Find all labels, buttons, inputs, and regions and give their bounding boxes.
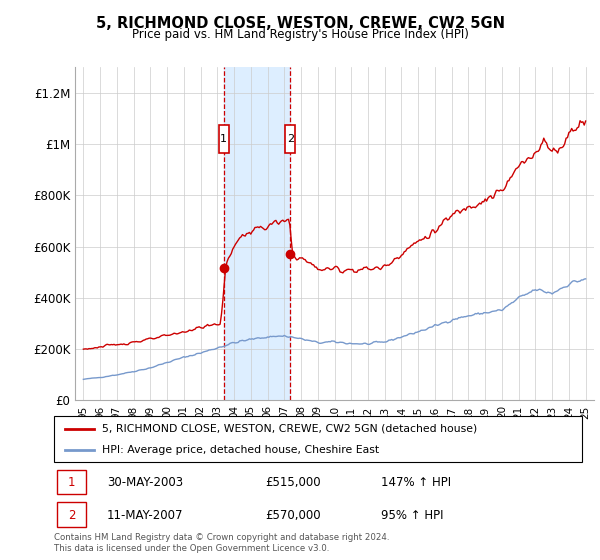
Text: Price paid vs. HM Land Registry's House Price Index (HPI): Price paid vs. HM Land Registry's House … <box>131 28 469 41</box>
FancyBboxPatch shape <box>56 502 86 526</box>
Text: 5, RICHMOND CLOSE, WESTON, CREWE, CW2 5GN: 5, RICHMOND CLOSE, WESTON, CREWE, CW2 5G… <box>95 16 505 31</box>
Text: 2: 2 <box>287 134 294 144</box>
Text: 1: 1 <box>68 477 75 489</box>
Text: 5, RICHMOND CLOSE, WESTON, CREWE, CW2 5GN (detached house): 5, RICHMOND CLOSE, WESTON, CREWE, CW2 5G… <box>101 424 477 434</box>
Text: Contains HM Land Registry data © Crown copyright and database right 2024.
This d: Contains HM Land Registry data © Crown c… <box>54 533 389 553</box>
FancyBboxPatch shape <box>56 470 86 494</box>
FancyBboxPatch shape <box>54 416 582 462</box>
Text: 147% ↑ HPI: 147% ↑ HPI <box>382 477 451 489</box>
Text: £515,000: £515,000 <box>265 477 321 489</box>
Text: 30-MAY-2003: 30-MAY-2003 <box>107 477 183 489</box>
Text: 1: 1 <box>220 134 227 144</box>
Text: 11-MAY-2007: 11-MAY-2007 <box>107 508 184 521</box>
Text: 2: 2 <box>68 508 75 521</box>
Text: 95% ↑ HPI: 95% ↑ HPI <box>382 508 444 521</box>
Bar <box>224 67 290 400</box>
Text: £570,000: £570,000 <box>265 508 321 521</box>
FancyBboxPatch shape <box>218 125 229 153</box>
FancyBboxPatch shape <box>285 125 295 153</box>
Text: HPI: Average price, detached house, Cheshire East: HPI: Average price, detached house, Ches… <box>101 445 379 455</box>
